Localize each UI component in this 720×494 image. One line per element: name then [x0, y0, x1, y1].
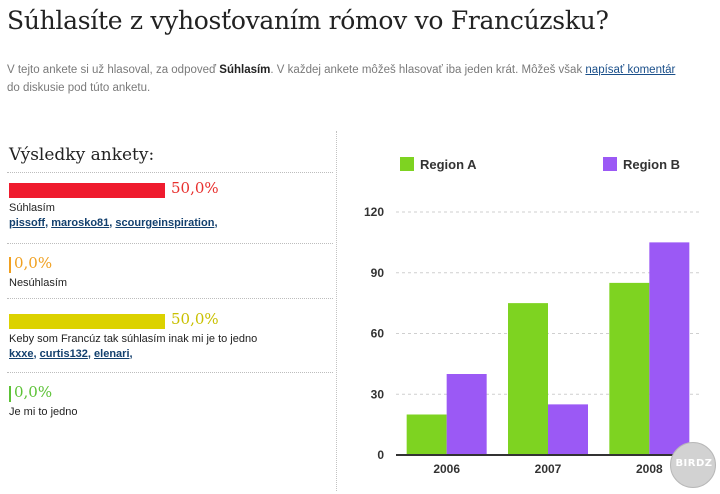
legend-label: Region B	[623, 157, 680, 172]
x-tick-label: 2008	[636, 462, 663, 476]
y-tick-label: 30	[371, 387, 385, 401]
poll-option-bar	[9, 257, 11, 273]
bar-region-b-2008	[649, 242, 690, 455]
voter-link[interactable]: curtis132	[39, 348, 88, 360]
divider	[7, 298, 333, 299]
poll-option-bar	[9, 386, 11, 402]
results-title: Výsledky ankety:	[9, 145, 155, 165]
voter-separator: ,	[129, 348, 133, 360]
page-title: Súhlasíte z vyhosťovaním rómov vo Francú…	[7, 6, 609, 35]
y-tick-label: 90	[371, 266, 385, 280]
poll-option-percent: 50,0%	[171, 179, 219, 197]
poll-option-label: Keby som Francúz tak súhlasím inak mi je…	[9, 333, 258, 345]
bar-region-a-2008	[609, 282, 650, 455]
voter-link[interactable]: scourgeinspiration	[115, 217, 215, 229]
poll-option-bar	[9, 183, 165, 198]
poll-option-bar-row: 0,0%	[9, 383, 329, 404]
poll-option: 0,0% Nesúhlasím	[9, 254, 329, 290]
intro-text-before: V tejto ankete si už hlasoval, za odpove…	[7, 64, 220, 76]
poll-option-percent: 0,0%	[14, 383, 53, 401]
poll-option: 0,0% Je mi to jedno	[9, 383, 329, 419]
legend-swatch	[400, 157, 414, 171]
voter-link[interactable]: marosko81	[51, 217, 110, 229]
intro-text: V tejto ankete si už hlasoval, za odpove…	[7, 61, 707, 97]
bar-region-a-2007	[508, 303, 548, 455]
bar-region-b-2006	[446, 374, 487, 455]
voter-link[interactable]: kxxe	[9, 348, 34, 360]
voter-link[interactable]: elenari	[94, 348, 130, 360]
poll-option-label: Je mi to jedno	[9, 406, 78, 418]
poll-option: 50,0% Súhlasím pissoff, marosko81, scourge…	[9, 179, 329, 231]
legend-swatch	[603, 157, 617, 171]
intro-answer: Súhlasím	[219, 64, 271, 76]
x-tick-label: 2007	[535, 462, 562, 476]
intro-text-middle: . V každej ankete môžeš hlasovať iba jed…	[270, 64, 586, 76]
poll-option-percent: 50,0%	[171, 310, 219, 328]
poll-option-voters: kxxe, curtis132, elenari,	[9, 346, 329, 362]
poll-option-label: Súhlasím	[9, 202, 55, 214]
bar-chart-svg: 0 30 60 90 120 2006 2007 2008 Region A Region B	[364, 157, 700, 476]
poll-option-bar-row: 0,0%	[9, 254, 329, 275]
voter-separator: ,	[87, 348, 95, 360]
bar-region-a-2006	[406, 414, 447, 455]
poll-option-voters: pissoff, marosko81, scourgeinspiration,	[9, 215, 329, 231]
y-tick-label: 0	[377, 448, 384, 462]
divider	[7, 172, 333, 173]
poll-option: 50,0% Keby som Francúz tak súhlasím inak …	[9, 310, 329, 362]
voter-separator: ,	[45, 217, 52, 229]
y-tick-label: 120	[364, 205, 384, 219]
voter-separator: ,	[33, 348, 40, 360]
poll-option-bar-row: 50,0%	[9, 179, 329, 200]
voter-separator: ,	[214, 217, 218, 229]
watermark-text: BIRDZ	[675, 458, 713, 469]
y-tick-label: 60	[371, 327, 385, 341]
divider	[7, 372, 333, 373]
poll-option-bar-row: 50,0%	[9, 310, 329, 331]
divider	[7, 243, 333, 244]
poll-option-bar	[9, 314, 165, 329]
write-comment-link[interactable]: napísať komentár	[585, 64, 676, 76]
legend-label: Region A	[420, 157, 477, 172]
voter-separator: ,	[109, 217, 116, 229]
voter-link[interactable]: pissoff	[9, 217, 46, 229]
vertical-divider	[336, 131, 337, 491]
intro-text-after: do diskusie pod túto anketu.	[7, 82, 151, 94]
bar-region-b-2007	[548, 404, 588, 455]
watermark-logo: BIRDZ	[670, 442, 716, 488]
poll-option-label: Nesúhlasím	[9, 277, 68, 289]
x-tick-label: 2006	[433, 462, 460, 476]
poll-option-percent: 0,0%	[14, 254, 53, 272]
bar-chart: 0 30 60 90 120 2006 2007 2008 Region A Region B	[340, 140, 720, 494]
